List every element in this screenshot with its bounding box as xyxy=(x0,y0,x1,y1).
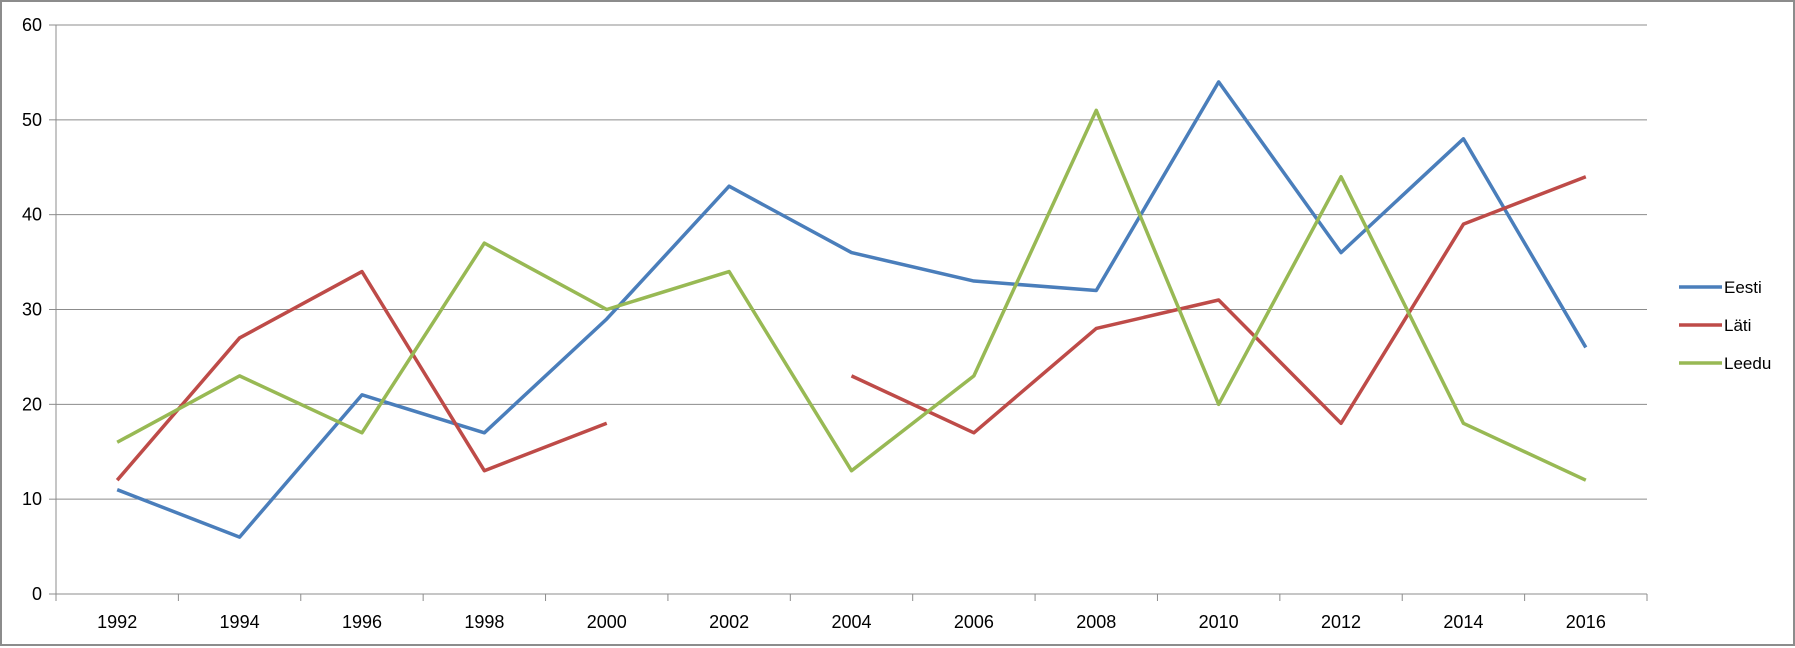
y-tick-label: 60 xyxy=(22,15,42,35)
data-point xyxy=(727,270,731,274)
series-line xyxy=(116,108,1587,482)
x-tick-label: 2002 xyxy=(709,612,749,632)
axes: 0 10 20 30 40 50 60 1992 1994 1996 1998 2000 2002 200… xyxy=(22,15,1648,632)
series-eesti xyxy=(115,80,1588,539)
data-point xyxy=(1584,175,1588,179)
data-point xyxy=(482,431,486,435)
data-point xyxy=(850,469,854,473)
data-point xyxy=(727,184,731,188)
x-tick-label: 2016 xyxy=(1566,612,1606,632)
data-point xyxy=(482,469,486,473)
data-point xyxy=(972,431,976,435)
legend-label: Leedu xyxy=(1724,354,1771,373)
legend-label: Eesti xyxy=(1724,278,1762,297)
data-point xyxy=(1217,402,1221,406)
y-tick-label: 20 xyxy=(22,394,42,414)
data-point xyxy=(1339,251,1343,255)
data-point xyxy=(1217,298,1221,302)
data-point xyxy=(115,478,119,482)
x-tick-label: 2012 xyxy=(1321,612,1361,632)
series-läti xyxy=(115,175,1588,482)
series-lines xyxy=(115,80,1588,539)
series-line xyxy=(850,175,1587,435)
x-tick-label: 2000 xyxy=(587,612,627,632)
y-tick-label: 30 xyxy=(22,300,42,320)
data-point xyxy=(1339,421,1343,425)
y-tick-label: 0 xyxy=(32,584,42,604)
data-point xyxy=(605,317,609,321)
data-point xyxy=(360,431,364,435)
x-tick-label: 2006 xyxy=(954,612,994,632)
x-tick-label: 1998 xyxy=(464,612,504,632)
x-tick-label: 2010 xyxy=(1199,612,1239,632)
x-tick-label: 2014 xyxy=(1443,612,1483,632)
data-point xyxy=(482,241,486,245)
data-point xyxy=(1339,175,1343,179)
data-point xyxy=(360,393,364,397)
y-tick-label: 50 xyxy=(22,110,42,130)
y-tick-label: 40 xyxy=(22,205,42,225)
x-tick-label: 1992 xyxy=(97,612,137,632)
x-tick-label: 2004 xyxy=(831,612,871,632)
series-line xyxy=(116,80,1588,539)
data-point xyxy=(1461,421,1465,425)
data-point xyxy=(850,251,854,255)
data-point xyxy=(605,421,609,425)
x-tick-label: 1996 xyxy=(342,612,382,632)
data-point xyxy=(972,279,976,283)
data-point xyxy=(972,374,976,378)
data-point xyxy=(1461,137,1465,141)
legend: Eesti Läti Leedu xyxy=(1679,278,1771,373)
gridlines xyxy=(56,24,1647,500)
data-point xyxy=(238,535,242,539)
data-point xyxy=(1584,345,1588,349)
data-point xyxy=(115,440,119,444)
x-tick-label: 2008 xyxy=(1076,612,1116,632)
series-leedu xyxy=(115,108,1588,482)
data-point xyxy=(115,488,119,492)
legend-label: Läti xyxy=(1724,316,1751,335)
data-point xyxy=(1094,289,1098,293)
data-point xyxy=(1461,222,1465,226)
data-point xyxy=(360,270,364,274)
data-point xyxy=(605,308,609,312)
data-point xyxy=(1094,326,1098,330)
series-line xyxy=(115,269,608,482)
data-point xyxy=(238,336,242,340)
y-tick-label: 10 xyxy=(22,489,42,509)
x-tick-label: 1994 xyxy=(220,612,260,632)
data-point xyxy=(238,374,242,378)
data-point xyxy=(1584,478,1588,482)
data-point xyxy=(1094,108,1098,112)
data-point xyxy=(850,374,854,378)
data-point xyxy=(1217,80,1221,84)
